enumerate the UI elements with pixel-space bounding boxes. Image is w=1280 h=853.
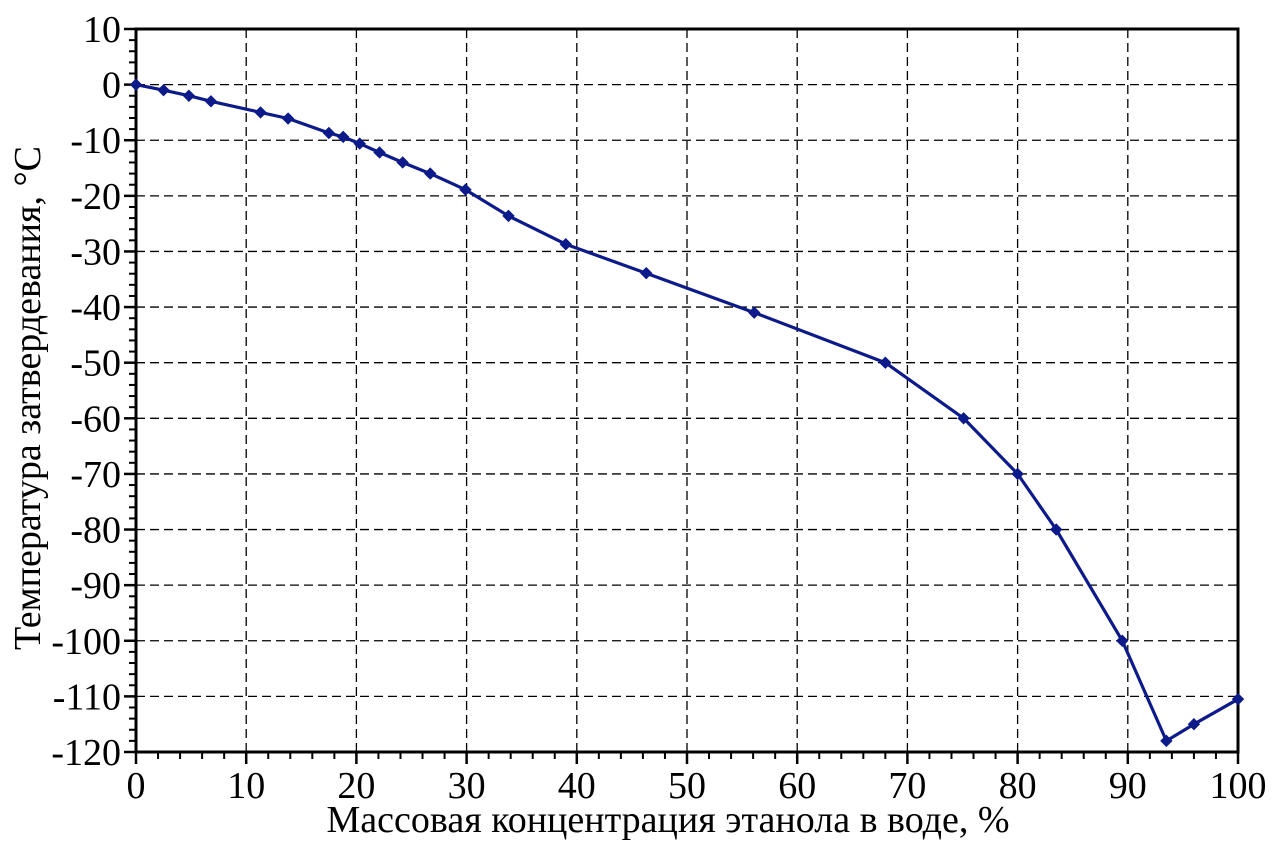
data-point-marker — [1116, 634, 1129, 647]
x-tick-label: 30 — [448, 765, 486, 807]
x-tick-label: 20 — [337, 765, 375, 807]
axis-ticks — [124, 27, 1240, 764]
data-point-marker — [957, 412, 970, 425]
y-axis-label: Температура затвердевания, °C — [7, 146, 49, 650]
data-point-marker — [182, 89, 196, 102]
data-point-marker — [1011, 467, 1024, 481]
data-point-marker — [157, 83, 170, 97]
x-tick-label: 40 — [558, 765, 596, 807]
y-tick-label: -30 — [70, 231, 121, 273]
data-point-marker — [396, 156, 409, 169]
y-tick-label: 10 — [83, 9, 121, 51]
data-point-marker — [559, 238, 572, 251]
y-tick-label: -110 — [53, 676, 121, 718]
data-point-marker — [353, 137, 366, 150]
grid-lines — [136, 29, 1238, 752]
x-tick-label: 10 — [227, 765, 265, 807]
data-point-marker — [748, 306, 761, 319]
x-axis-label: Массовая концентрация этанола в воде, % — [327, 799, 1010, 841]
data-series — [129, 78, 1245, 748]
y-tick-label: -40 — [70, 287, 121, 329]
y-tick-label: -120 — [51, 732, 121, 774]
y-tick-label: -50 — [70, 343, 121, 385]
x-tick-label: 50 — [668, 765, 706, 807]
x-tick-label: 0 — [127, 765, 146, 807]
plot-frame — [134, 27, 1240, 754]
data-point-marker — [281, 112, 295, 125]
y-tick-label: -70 — [70, 454, 121, 496]
plot-border — [134, 27, 1240, 754]
y-tick-label: -10 — [70, 120, 121, 162]
y-tick-label: -90 — [70, 565, 121, 607]
data-point-marker — [336, 130, 350, 144]
data-point-marker — [459, 183, 472, 196]
data-point-marker — [129, 78, 143, 91]
y-tick-label: -20 — [70, 176, 121, 218]
x-tick-label: 60 — [778, 765, 816, 807]
data-point-marker — [1049, 523, 1063, 536]
y-tick-label: 0 — [102, 65, 121, 107]
x-tick-label: 70 — [888, 765, 926, 807]
data-point-marker — [640, 266, 653, 280]
data-point-marker — [373, 146, 386, 159]
data-point-marker — [322, 126, 336, 140]
data-point-marker — [879, 356, 892, 369]
data-point-marker — [254, 106, 267, 119]
data-point-marker — [424, 167, 437, 180]
x-tick-label: 90 — [1109, 765, 1147, 807]
y-tick-labels: 10 0 -10 -20 -30 -40 -50 -60 -70 -80 -90 -100 -110 -1… — [51, 9, 121, 774]
data-point-marker — [1160, 734, 1173, 748]
data-point-marker — [1187, 717, 1201, 731]
y-tick-label: -100 — [51, 621, 121, 663]
x-tick-labels: 0 10 20 30 40 50 60 70 80 90 100 — [127, 765, 1267, 807]
y-tick-label: -60 — [70, 398, 121, 440]
x-tick-label: 100 — [1210, 765, 1267, 807]
data-point-marker — [502, 209, 515, 223]
data-point-marker — [1231, 692, 1245, 706]
y-tick-label: -80 — [70, 510, 121, 552]
x-tick-label: 80 — [999, 765, 1037, 807]
data-point-marker — [204, 95, 218, 108]
